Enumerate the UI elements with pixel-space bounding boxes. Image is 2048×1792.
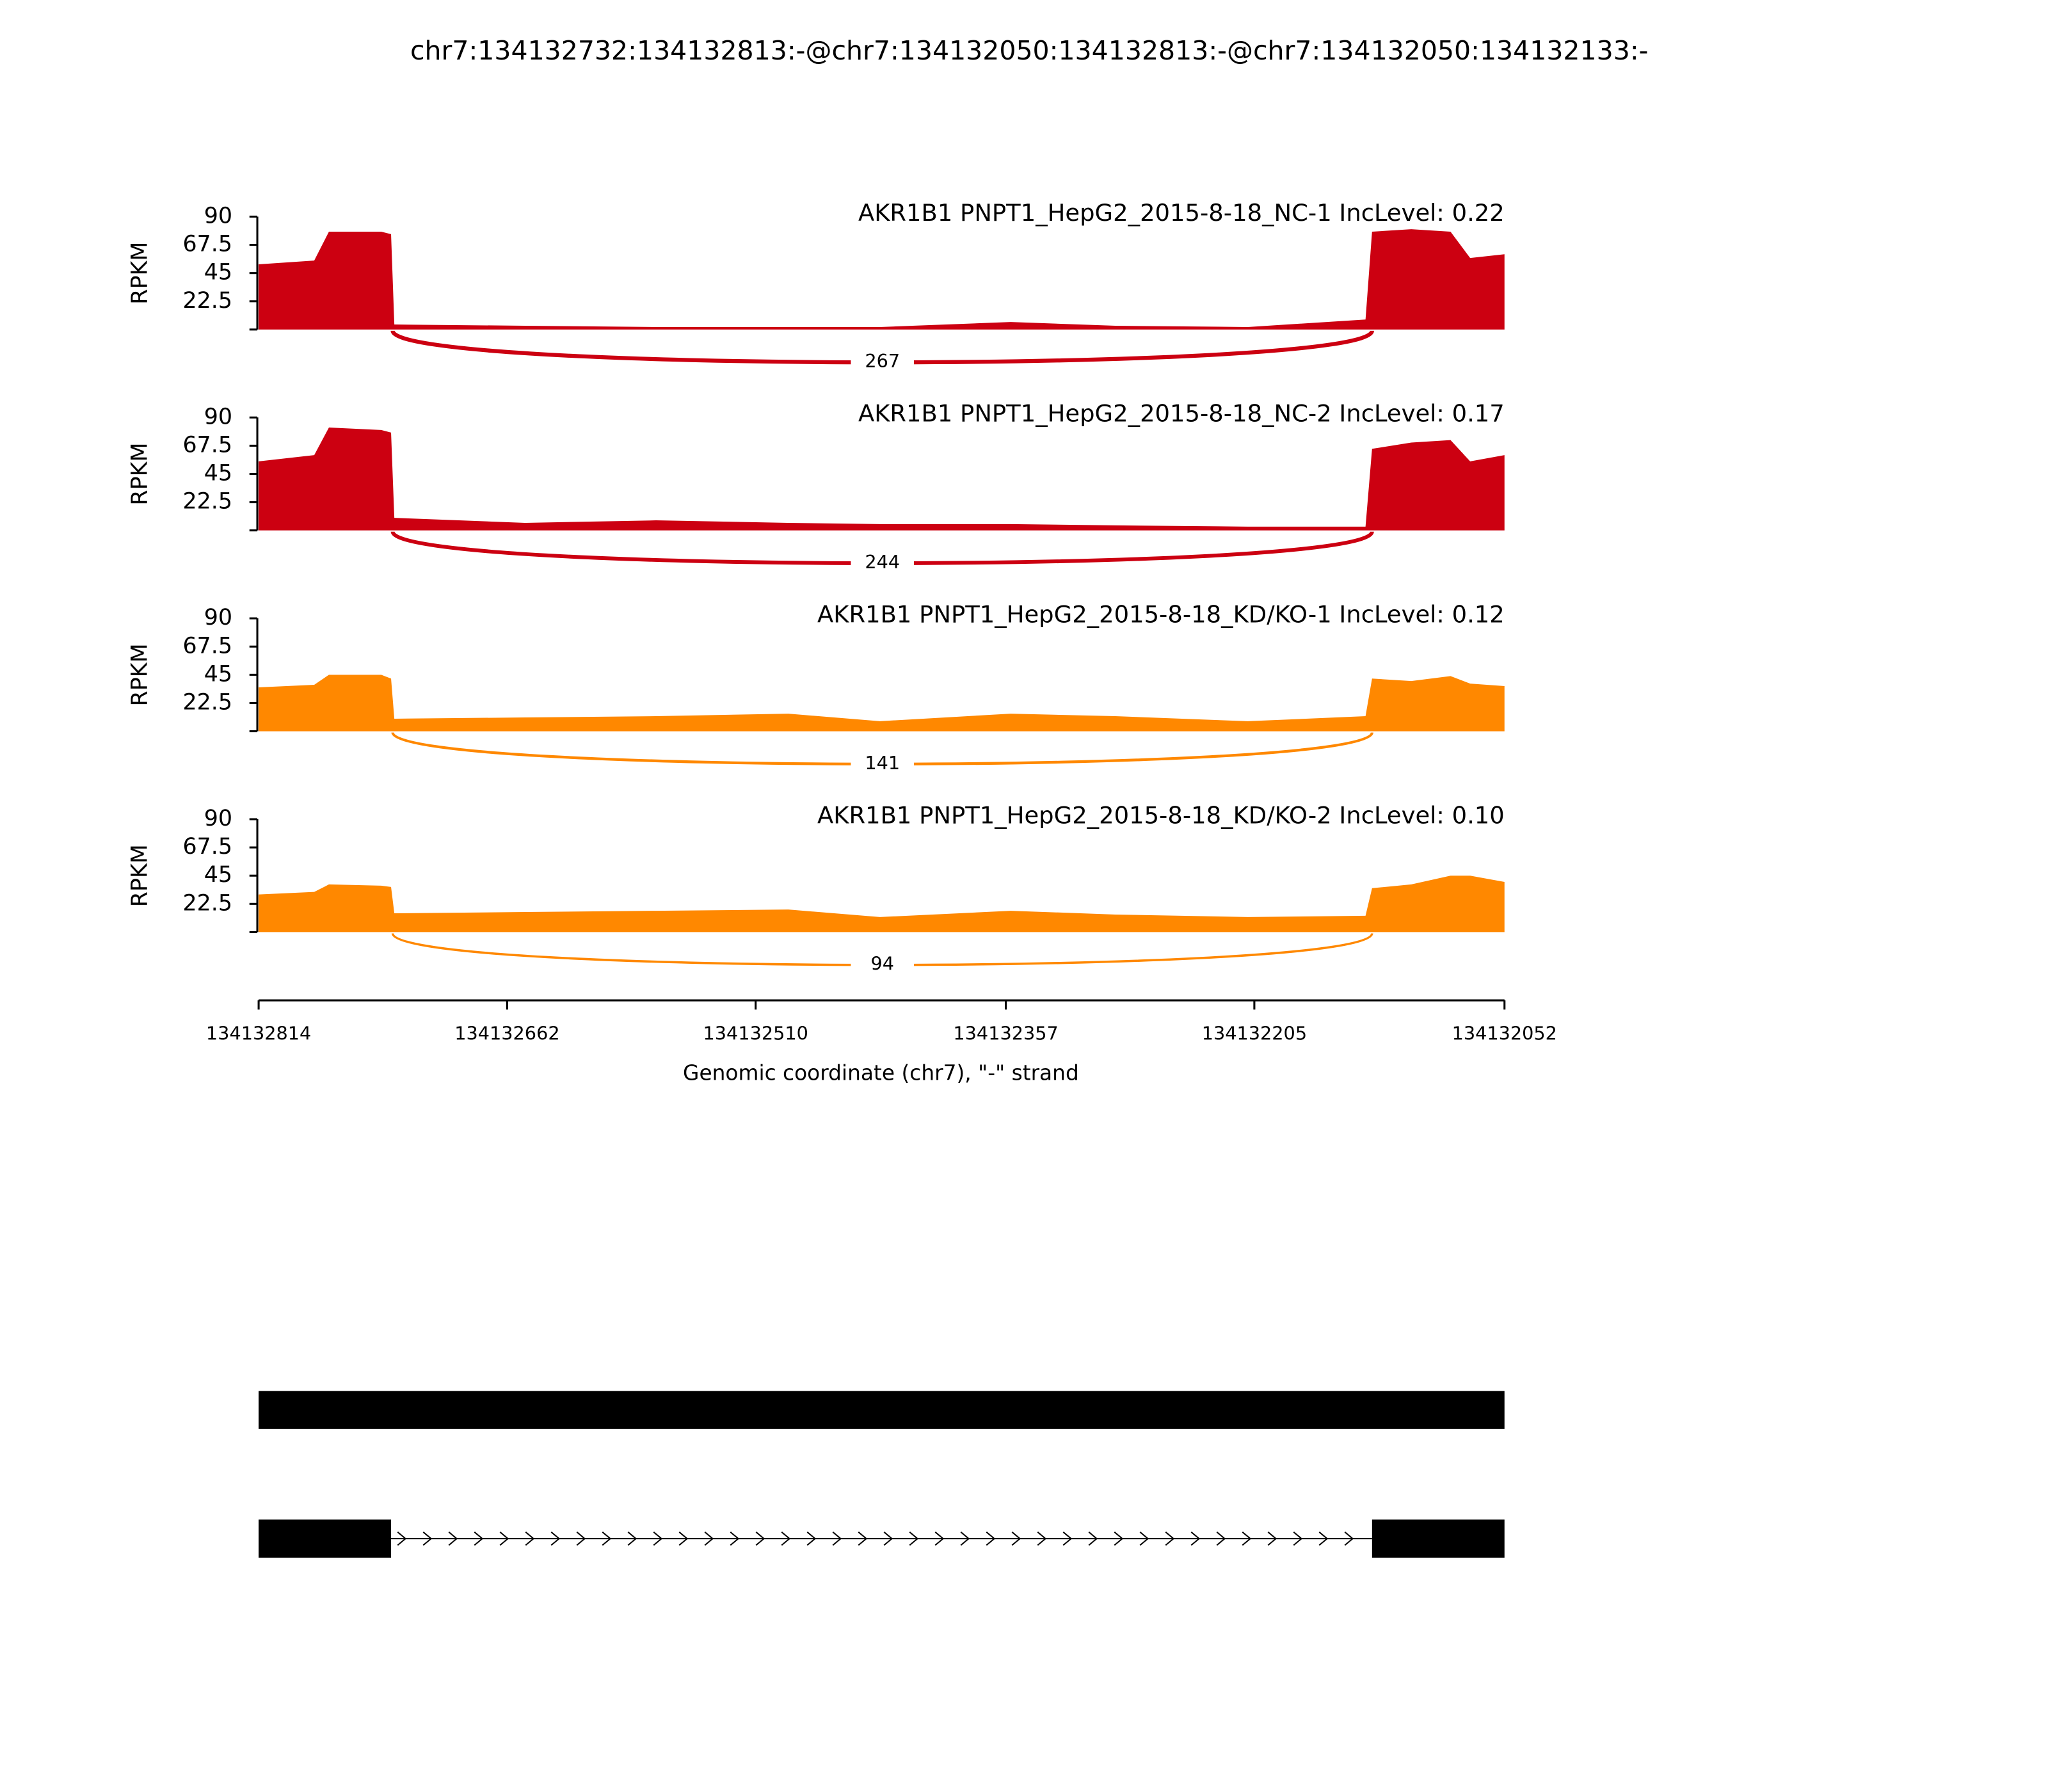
y-axis-label: RPKM <box>127 844 152 907</box>
y-tick-label: 22.5 <box>182 689 232 715</box>
strand-chevron <box>755 1532 765 1546</box>
y-tick-label: 90 <box>204 605 232 630</box>
y-axis-label: RPKM <box>127 442 152 505</box>
strand-chevron <box>1344 1532 1354 1546</box>
y-axis-label: RPKM <box>127 242 152 305</box>
x-tick-label: 134132510 <box>703 1022 808 1044</box>
strand-chevron <box>858 1532 868 1546</box>
y-tick-label: 67.5 <box>182 432 232 458</box>
coverage-area <box>259 876 1505 932</box>
junction-count: 267 <box>865 350 900 372</box>
track-title: AKR1B1 PNPT1_HepG2_2015-8-18_KD/KO-2 Inc… <box>817 801 1505 829</box>
x-axis-label: Genomic coordinate (chr7), "-" strand <box>683 1060 1079 1085</box>
y-tick-label: 67.5 <box>182 232 232 257</box>
strand-chevron <box>1216 1532 1226 1546</box>
strand-chevron <box>1318 1532 1329 1546</box>
junction-label-bg <box>851 933 914 977</box>
strand-chevron <box>883 1532 893 1546</box>
x-tick-label: 134132205 <box>1202 1022 1307 1044</box>
strand-chevron <box>909 1532 919 1546</box>
track-title: AKR1B1 PNPT1_HepG2_2015-8-18_NC-1 IncLev… <box>858 199 1505 227</box>
junction-count: 244 <box>865 551 900 573</box>
x-tick-label: 134132052 <box>1452 1022 1557 1044</box>
strand-chevron <box>653 1532 663 1546</box>
strand-chevron <box>1190 1532 1201 1546</box>
junction-label-bg <box>851 531 914 575</box>
y-tick-label: 67.5 <box>182 834 232 860</box>
strand-chevron <box>1165 1532 1175 1546</box>
track-title: AKR1B1 PNPT1_HepG2_2015-8-18_NC-2 IncLev… <box>858 400 1505 428</box>
y-tick-label: 45 <box>204 260 232 285</box>
junction-count: 94 <box>870 953 894 975</box>
y-tick-label: 90 <box>204 806 232 831</box>
strand-chevron <box>1267 1532 1277 1546</box>
y-tick-label: 22.5 <box>182 890 232 916</box>
strand-chevron <box>1062 1532 1073 1546</box>
y-tick-label: 90 <box>204 203 232 228</box>
y-tick-label: 90 <box>204 404 232 429</box>
strand-chevron <box>986 1532 996 1546</box>
coverage-area <box>259 427 1505 531</box>
y-tick-label: 67.5 <box>182 633 232 659</box>
strand-chevron <box>1037 1532 1047 1546</box>
exon <box>259 1519 392 1558</box>
strand-chevron <box>1011 1532 1021 1546</box>
strand-chevron <box>1242 1532 1252 1546</box>
strand-chevron <box>602 1532 612 1546</box>
strand-chevron <box>704 1532 714 1546</box>
strand-chevron <box>474 1532 484 1546</box>
y-tick-label: 22.5 <box>182 288 232 314</box>
strand-chevron <box>448 1532 458 1546</box>
strand-chevron <box>806 1532 817 1546</box>
junction-label-bg <box>851 330 914 374</box>
strand-chevron <box>627 1532 637 1546</box>
strand-chevron <box>832 1532 842 1546</box>
strand-chevron <box>550 1532 561 1546</box>
exon <box>1372 1519 1505 1558</box>
strand-chevron <box>499 1532 509 1546</box>
strand-chevron <box>1114 1532 1124 1546</box>
strand-chevron <box>397 1532 407 1546</box>
x-tick-label: 134132814 <box>206 1022 311 1044</box>
strand-chevron <box>1139 1532 1149 1546</box>
strand-chevron <box>1293 1532 1303 1546</box>
coverage-area <box>259 675 1505 732</box>
strand-chevron <box>781 1532 791 1546</box>
junction-label-bg <box>851 732 914 776</box>
strand-chevron <box>422 1532 433 1546</box>
x-tick-label: 134132357 <box>953 1022 1058 1044</box>
y-tick-label: 45 <box>204 661 232 687</box>
strand-chevron <box>934 1532 945 1546</box>
exon <box>259 1391 1505 1429</box>
y-tick-label: 22.5 <box>182 489 232 515</box>
track-title: AKR1B1 PNPT1_HepG2_2015-8-18_KD/KO-1 Inc… <box>817 601 1505 628</box>
coverage-area <box>259 229 1505 330</box>
junction-count: 141 <box>865 752 900 774</box>
y-tick-label: 45 <box>204 461 232 486</box>
strand-chevron <box>576 1532 586 1546</box>
strand-chevron <box>960 1532 970 1546</box>
strand-chevron <box>730 1532 740 1546</box>
strand-chevron <box>678 1532 689 1546</box>
y-tick-label: 45 <box>204 862 232 888</box>
y-axis-label: RPKM <box>127 643 152 706</box>
x-tick-label: 134132662 <box>454 1022 559 1044</box>
strand-chevron <box>1088 1532 1098 1546</box>
chart-title: chr7:134132732:134132813:-@chr7:13413205… <box>410 35 1648 66</box>
strand-chevron <box>525 1532 535 1546</box>
